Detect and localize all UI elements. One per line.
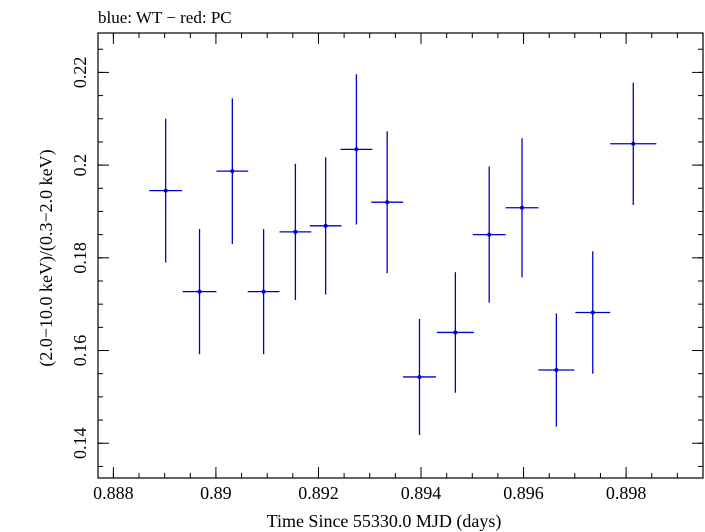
data-marker [293,229,298,234]
data-marker [453,330,458,335]
data-marker [487,232,492,237]
data-point [472,166,506,303]
data-marker [261,289,266,294]
plot-border [97,32,704,479]
y-tick-label: 0.18 [70,242,90,274]
data-marker [554,367,559,372]
data-marker [417,374,422,379]
x-tick-label: 0.888 [93,483,134,503]
data-point [575,251,611,374]
data-point [403,319,436,435]
data-point [610,82,657,205]
data-marker [197,289,202,294]
x-tick-label: 0.892 [298,483,339,503]
y-axis: 0.14 0.16 0.18 0.2 0.22 [70,48,703,467]
data-marker [230,169,235,174]
data-marker [354,147,359,152]
series-wt [149,74,657,435]
data-point [309,157,342,295]
data-point [371,131,404,274]
data-point [538,313,575,427]
data-point [216,98,249,244]
y-tick-label: 0.14 [70,427,90,459]
y-tick-label: 0.2 [70,154,90,177]
data-point [149,118,183,263]
x-axis-label: Time Since 55330.0 MJD (days) [267,511,502,532]
data-point [279,163,312,300]
x-tick-label: 0.896 [503,483,544,503]
x-tick-label: 0.894 [401,483,442,503]
y-tick-label: 0.16 [70,335,90,367]
data-marker [520,205,525,210]
plot-frame [97,32,704,479]
x-tick-label: 0.898 [606,483,647,503]
x-axis: 0.888 0.89 0.892 0.894 0.896 0.898 [93,33,704,503]
data-marker [385,200,390,205]
data-point [505,138,539,278]
data-point [182,229,217,355]
y-axis-label: (2.0−10.0 keV)/(0.3−2.0 keV) [36,149,57,366]
chart-title: blue: WT − red: PC [98,8,232,27]
data-point [247,229,280,355]
data-point [340,74,373,225]
data-marker [163,188,168,193]
data-marker [590,310,595,315]
x-tick-label: 0.89 [200,483,232,503]
y-tick-label: 0.22 [70,57,90,89]
data-marker [631,141,636,146]
data-point [436,272,474,393]
data-marker [323,223,328,228]
